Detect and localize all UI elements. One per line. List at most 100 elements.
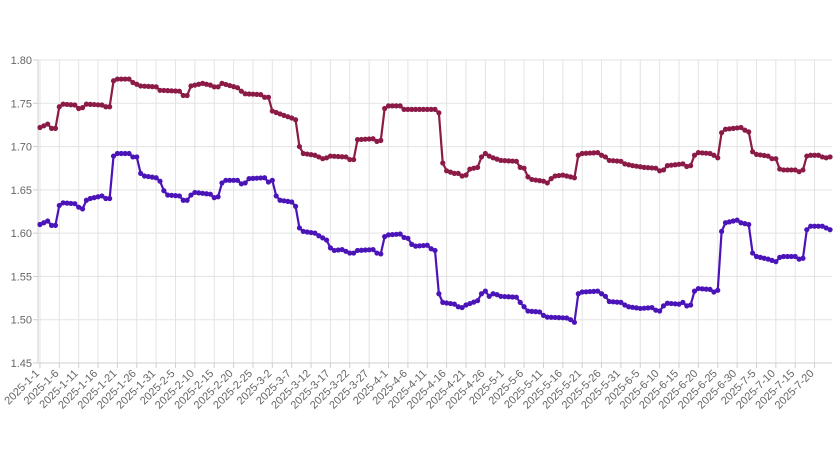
data-point [37, 124, 43, 131]
data-point [722, 220, 729, 226]
data-point [742, 221, 748, 227]
data-point [219, 180, 225, 186]
data-point [792, 253, 798, 260]
data-point [533, 309, 539, 315]
data-point [730, 218, 736, 224]
data-point [265, 94, 272, 100]
data-point [459, 304, 465, 311]
data-point [389, 103, 395, 109]
data-point [777, 254, 783, 260]
data-point [289, 199, 295, 205]
data-point [184, 92, 190, 99]
data-point [424, 106, 430, 112]
data-point [130, 79, 136, 86]
data-point [362, 247, 368, 253]
data-point [498, 293, 504, 299]
data-point [261, 175, 268, 181]
data-point [579, 289, 585, 295]
data-point [45, 121, 51, 127]
data-point [788, 167, 794, 173]
data-point [544, 314, 550, 320]
data-point [583, 289, 589, 295]
data-point [668, 300, 674, 307]
data-point [149, 174, 155, 180]
data-point [413, 106, 419, 112]
data-point [680, 161, 686, 167]
data-point [242, 91, 248, 97]
data-point [467, 166, 473, 172]
data-point [591, 150, 597, 156]
data-point [351, 250, 357, 256]
data-point [505, 158, 512, 164]
data-point [773, 156, 779, 162]
data-point [289, 115, 295, 121]
data-point [261, 94, 268, 100]
data-point [455, 170, 461, 177]
data-point [606, 157, 612, 164]
data-point [571, 175, 578, 181]
data-point [637, 164, 643, 170]
data-point [83, 197, 90, 203]
data-point [169, 88, 175, 94]
data-point [172, 88, 179, 94]
data-point [308, 229, 314, 236]
data-point [72, 102, 78, 108]
data-point [560, 315, 566, 321]
data-point [362, 136, 368, 142]
data-point [653, 307, 659, 313]
data-point [401, 106, 407, 112]
data-point [734, 217, 740, 223]
data-point [323, 237, 330, 243]
data-point [498, 157, 504, 164]
data-point [796, 256, 802, 262]
data-point [296, 225, 303, 231]
data-point [238, 88, 244, 94]
data-point [347, 156, 353, 163]
data-point [509, 294, 516, 300]
data-point [626, 304, 632, 310]
data-point [374, 250, 380, 256]
data-point [738, 220, 744, 226]
data-point [138, 83, 144, 89]
data-point [91, 195, 97, 201]
data-point [153, 175, 159, 181]
data-point [672, 301, 678, 307]
data-point [234, 85, 241, 91]
data-point [579, 150, 585, 157]
data-point [196, 81, 202, 87]
data-point [765, 153, 771, 159]
data-point [602, 154, 609, 160]
data-point [145, 83, 151, 89]
data-point [680, 299, 686, 305]
data-point [416, 243, 423, 249]
data-point [432, 247, 438, 254]
data-point [211, 195, 217, 201]
data-point [819, 223, 825, 229]
data-point [304, 151, 310, 157]
data-point [746, 129, 752, 135]
data-point [552, 314, 558, 321]
data-point [79, 105, 86, 111]
data-point [126, 150, 132, 157]
data-point [583, 150, 589, 156]
data-point [409, 106, 415, 112]
data-point [72, 201, 78, 207]
data-point [757, 254, 763, 260]
data-point [397, 103, 403, 109]
data-point [676, 301, 682, 307]
data-point [308, 152, 314, 158]
data-point [180, 92, 186, 99]
data-point [188, 83, 194, 89]
data-point [370, 246, 376, 253]
data-point [715, 287, 721, 293]
data-point [413, 243, 419, 249]
y-tick-label: 1.65 [11, 185, 32, 197]
data-point [641, 305, 647, 311]
data-point [653, 165, 659, 171]
data-point [815, 223, 822, 229]
data-point [79, 206, 86, 212]
y-tick-label: 1.75 [11, 98, 32, 110]
data-point [502, 293, 508, 300]
data-point [91, 101, 97, 108]
data-point [517, 164, 523, 170]
